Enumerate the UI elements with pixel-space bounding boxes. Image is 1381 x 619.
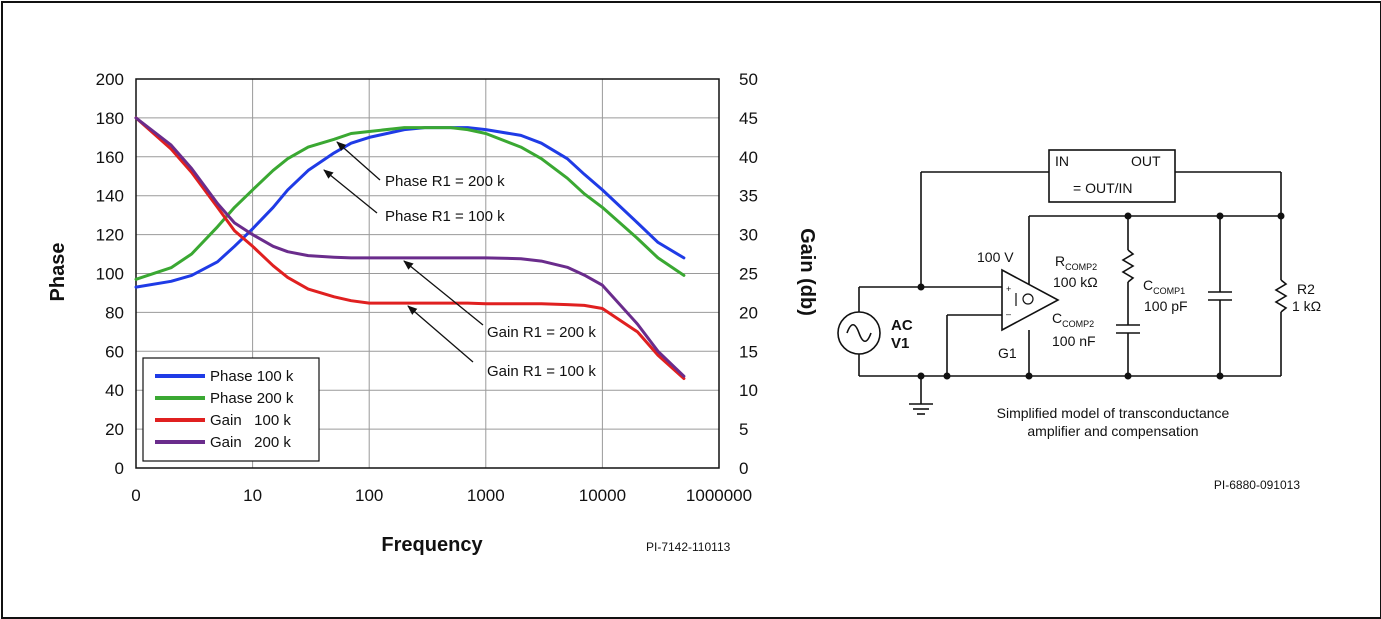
junction-dot [1124,372,1132,380]
chart-part-number: PI-7142-110113 [646,540,731,554]
series-line-gain-200-k [134,116,686,378]
y-tick-label: 40 [105,381,124,400]
y2-tick-label: 5 [739,420,748,439]
junction-dot [943,372,951,380]
y-tick-label: 20 [105,420,124,439]
source-label-v1: V1 [891,335,909,352]
series-line-phase-200-k [134,126,686,281]
ccomp1-value: 100 pF [1144,298,1188,314]
ccomp2-value: 100 nF [1052,333,1096,349]
ccomp1-label: CCOMP1 [1143,277,1185,296]
current-source-icon [1022,293,1034,305]
annotation-phase-100k: Phase R1 = 100 k [385,208,505,225]
left-axis-ticks: 0 20 40 60 80 100 120 140 160 180 200 [96,70,124,478]
ac-wave-icon [846,323,872,343]
y-tick-label: 160 [96,148,124,167]
measurement-box [1048,149,1176,203]
amp-voltage-label: 100 V [977,249,1014,265]
annotation-arrow-phase-200k [336,141,381,181]
annotation-gain-100k: Gain R1 = 100 k [487,363,596,380]
box-out-label: OUT [1131,153,1161,169]
legend-label-phase-100k: Phase 100 k [210,368,294,385]
legend-label-gain-100k: Gain 100 k [210,412,291,429]
y-tick-label: 180 [96,109,124,128]
y2-tick-label: 40 [739,148,758,167]
circuit-schematic [837,149,1288,415]
y2-tick-label: 45 [739,109,758,128]
x-tick-label: 100 [355,486,383,505]
junction-dots [917,212,1285,380]
junction-dot [917,372,925,380]
annotation-arrow-gain-100k [407,305,474,363]
x-tick-label: 1000 [467,486,505,505]
resistor-r2 [1274,279,1288,313]
y2-tick-label: 10 [739,381,758,400]
ac-source-symbol [837,311,881,355]
x-tick-label: 1000000 [686,486,752,505]
y2-tick-label: 20 [739,303,758,322]
y-tick-label: 140 [96,187,124,206]
y-tick-label: 120 [96,226,124,245]
amp-plus-sign: + [1006,284,1011,294]
box-formula-label: = OUT/IN [1073,180,1133,196]
x-tick-label: 10000 [579,486,626,505]
junction-dot [1025,372,1033,380]
annotation-arrow-phase-100k [323,169,378,214]
y-tick-label: 100 [96,265,124,284]
legend-label-gain-200k: Gain 200 k [210,434,291,451]
rcomp2-value: 100 kΩ [1053,274,1098,290]
circuit-caption-line-2: amplifier and compensation [1027,423,1198,439]
junction-dot [917,283,925,291]
annotation-phase-200k: Phase R1 = 200 k [385,173,505,190]
resistor-rcomp2 [1121,249,1135,283]
annotation-gain-200k: Gain R1 = 200 k [487,324,596,341]
y-axis-label: Phase [47,243,69,302]
r2-label: R2 [1297,281,1315,297]
y2-tick-label: 15 [739,342,758,361]
amp-g1-label: G1 [998,345,1017,361]
y2-axis-label: Gain (db) [796,228,818,316]
y-tick-label: 0 [115,459,124,478]
series-line-gain-100-k [134,116,686,380]
ccomp2-label: CCOMP2 [1052,310,1094,329]
circuit-part-number: PI-6880-091013 [1214,478,1300,492]
source-label-ac: AC [891,317,913,334]
annotation-arrow-gain-200k [403,260,484,326]
y2-tick-label: 50 [739,70,758,89]
chart-legend: Phase 100 k Phase 200 k Gain 100 k Gain … [142,357,320,462]
y2-tick-label: 25 [739,265,758,284]
series-line-phase-100-k [134,126,686,289]
amplifier-triangle [1001,268,1060,332]
series-lines [134,116,686,380]
y-tick-label: 80 [105,303,124,322]
x-tick-label: 0 [131,486,140,505]
y-tick-label: 60 [105,342,124,361]
right-axis-ticks: 0 5 10 15 20 25 30 35 40 45 50 [739,70,758,478]
annotations: Phase R1 = 200 k Phase R1 = 100 k Gain R… [323,141,596,380]
box-in-label: IN [1055,153,1069,169]
y2-tick-label: 0 [739,459,748,478]
rcomp2-label: RCOMP2 [1055,253,1097,272]
x-axis-label: Frequency [381,534,483,556]
x-tick-label: 10 [243,486,262,505]
r2-value: 1 kΩ [1292,298,1321,314]
junction-dot [1124,212,1132,220]
circuit-labels: IN OUT = OUT/IN 100 V G1 + – RCOMP2 100 … [891,153,1321,492]
y2-tick-label: 35 [739,187,758,206]
plot-area-border [135,78,720,469]
junction-dot [1216,372,1224,380]
legend-label-phase-200k: Phase 200 k [210,390,294,407]
amp-minus-sign: – [1006,309,1011,319]
circuit-caption-line-1: Simplified model of transconductance [997,405,1230,421]
junction-dot [1277,212,1285,220]
junction-dot [1216,212,1224,220]
x-axis-ticks: 0 10 100 1000 10000 1000000 [131,486,752,505]
y-tick-label: 200 [96,70,124,89]
y2-tick-label: 30 [739,226,758,245]
